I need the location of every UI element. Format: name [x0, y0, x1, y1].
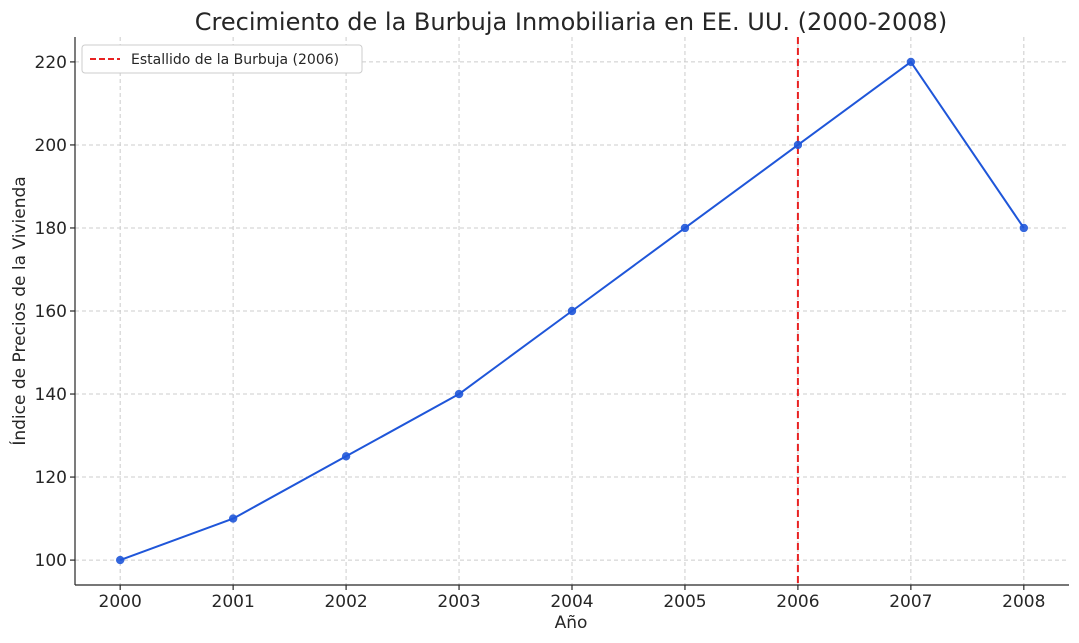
legend-label: Estallido de la Burbuja (2006)	[131, 52, 339, 68]
y-tick-label: 120	[35, 468, 67, 488]
data-point	[1019, 223, 1029, 233]
x-tick-label: 2000	[99, 592, 142, 612]
x-tick-label: 2005	[663, 592, 706, 612]
y-tick-label: 160	[35, 302, 67, 322]
data-point	[115, 555, 125, 565]
x-axis-label: Año	[555, 613, 588, 633]
data-point	[793, 140, 803, 150]
series-group	[115, 57, 1029, 565]
data-point	[454, 389, 464, 399]
data-point	[228, 514, 238, 523]
y-axis-label: Índice de Precios de la Vivienda	[8, 176, 30, 445]
legend: Estallido de la Burbuja (2006)	[81, 44, 363, 74]
data-point	[906, 57, 916, 67]
x-tick-label: 2008	[1002, 592, 1045, 612]
x-tick-label: 2004	[550, 592, 593, 612]
x-tick-label: 2001	[212, 592, 255, 612]
data-point	[341, 452, 351, 461]
x-tick-label: 2007	[889, 592, 932, 612]
data-point	[567, 306, 577, 316]
x-tick-label: 2002	[324, 592, 367, 612]
y-tick-label: 220	[35, 53, 67, 73]
x-tick-label: 2003	[437, 592, 480, 612]
x-tick-label: 2006	[776, 592, 819, 612]
y-tick-label: 180	[35, 219, 67, 239]
data-point	[680, 223, 690, 233]
y-tick-label: 200	[35, 136, 67, 156]
ticks: 2000 2001 2002 2003 2004 2005 2006 2007 2008 100 1…	[35, 53, 1046, 612]
legend-box	[81, 44, 363, 74]
y-tick-label: 140	[35, 385, 67, 405]
chart-title: Crecimiento de la Burbuja Inmobiliaria e…	[195, 8, 947, 36]
y-tick-label: 100	[35, 551, 67, 571]
